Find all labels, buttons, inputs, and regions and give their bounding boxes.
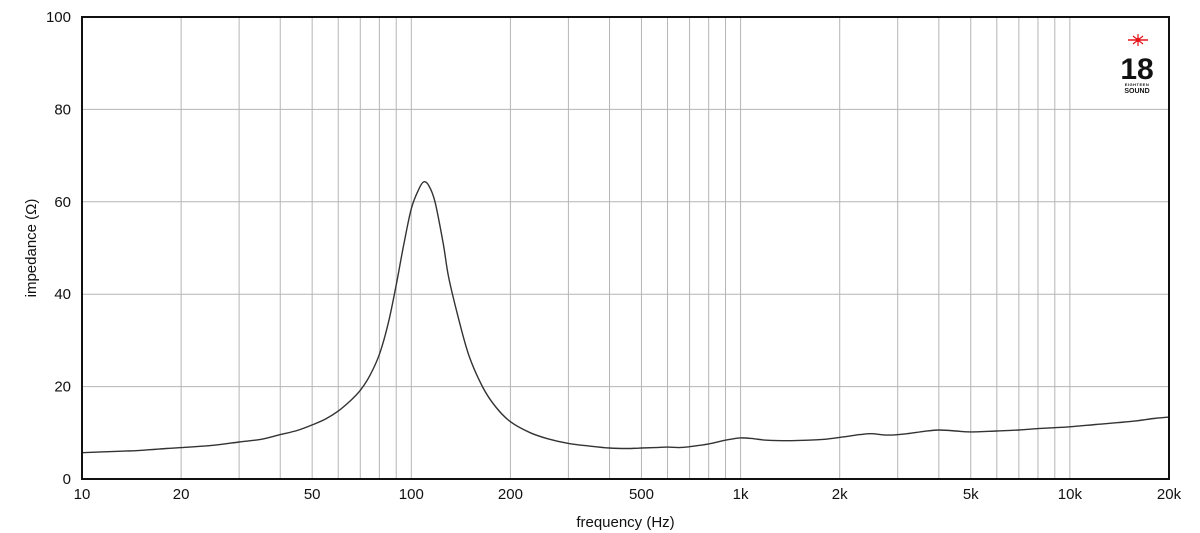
red-star-icon bbox=[1128, 34, 1148, 46]
x-axis-ticks: 10 20 50 100 200 500 1k 2k 5k 10k 20k bbox=[74, 486, 1182, 503]
grid-lines bbox=[82, 17, 1169, 479]
logo-number: 18 bbox=[1120, 53, 1153, 86]
y-tick-label: 100 bbox=[46, 9, 71, 26]
y-tick-label: 40 bbox=[54, 286, 71, 303]
logo-line1: EIGHTEEN bbox=[1125, 82, 1149, 87]
y-tick-label: 80 bbox=[54, 101, 71, 118]
y-tick-label: 60 bbox=[54, 194, 71, 211]
x-tick-label: 10 bbox=[74, 486, 91, 503]
x-tick-label: 5k bbox=[963, 486, 979, 503]
plot-frame bbox=[81, 16, 1170, 480]
x-tick-label: 500 bbox=[629, 486, 654, 503]
x-tick-label: 200 bbox=[498, 486, 523, 503]
y-tick-label: 0 bbox=[63, 471, 71, 488]
y-tick-label: 20 bbox=[54, 379, 71, 396]
x-tick-label: 1k bbox=[733, 486, 749, 503]
x-axis-label: frequency (Hz) bbox=[576, 514, 674, 531]
x-tick-label: 100 bbox=[399, 486, 424, 503]
y-axis-label: impedance (Ω) bbox=[23, 199, 40, 298]
y-axis-ticks: 0 20 40 60 80 100 bbox=[46, 9, 71, 488]
x-tick-label: 2k bbox=[832, 486, 848, 503]
x-tick-label: 50 bbox=[304, 486, 321, 503]
x-tick-label: 20 bbox=[173, 486, 190, 503]
impedance-line bbox=[81, 181, 1170, 454]
logo-line2: SOUND bbox=[1124, 88, 1149, 95]
impedance-curve bbox=[81, 181, 1170, 454]
eighteen-sound-logo: 18 EIGHTEEN SOUND bbox=[1120, 34, 1154, 95]
x-tick-label: 10k bbox=[1058, 486, 1083, 503]
x-tick-label: 20k bbox=[1157, 486, 1182, 503]
